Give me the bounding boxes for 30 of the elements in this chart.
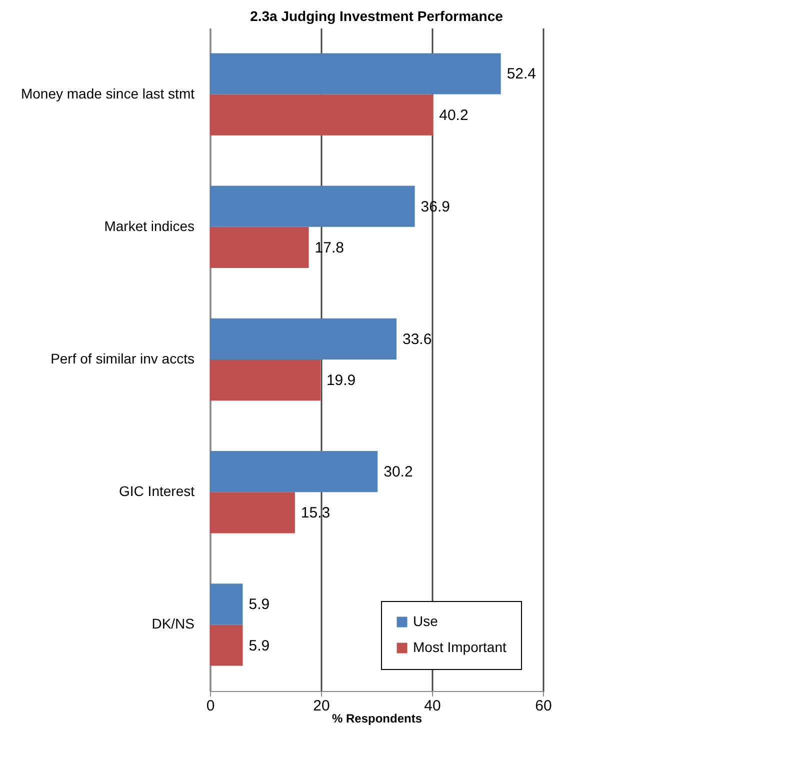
- data-label: 52.4: [506, 66, 536, 83]
- bar: [210, 492, 295, 534]
- bar: [210, 450, 378, 492]
- y-tick-label: GIC Interest: [119, 483, 195, 500]
- data-label: 19.9: [326, 372, 356, 390]
- bar: [210, 186, 415, 227]
- bar: [210, 94, 434, 136]
- data-label: 33.6: [402, 330, 432, 348]
- y-tick-label: Market indices: [104, 218, 194, 234]
- y-tick-label: Perf of similar inv accts: [50, 350, 194, 366]
- legend-label: Use: [413, 613, 438, 629]
- x-tick-label: 40: [424, 698, 441, 714]
- x-tick-label: 60: [535, 698, 552, 714]
- x-tick-label: 20: [313, 698, 330, 714]
- data-label: 30.2: [384, 464, 413, 481]
- bar: [210, 53, 501, 94]
- bar: [210, 318, 396, 360]
- chart-title: 2.3a Judging Investment Performance: [250, 8, 504, 24]
- bar: [210, 360, 320, 401]
- y-tick-label: DK/NS: [152, 616, 194, 632]
- data-label: 40.2: [439, 106, 468, 124]
- data-label: 5.9: [248, 637, 270, 654]
- x-tick-label: 0: [206, 698, 215, 714]
- x-axis-title: % Respondents: [332, 712, 422, 726]
- bar: [210, 624, 243, 666]
- y-tick-label: Money made since last stmt: [20, 85, 195, 102]
- legend-label: Most Important: [413, 639, 506, 655]
- bar: [210, 226, 309, 268]
- bar: [210, 584, 243, 625]
- data-label: 5.9: [248, 596, 270, 614]
